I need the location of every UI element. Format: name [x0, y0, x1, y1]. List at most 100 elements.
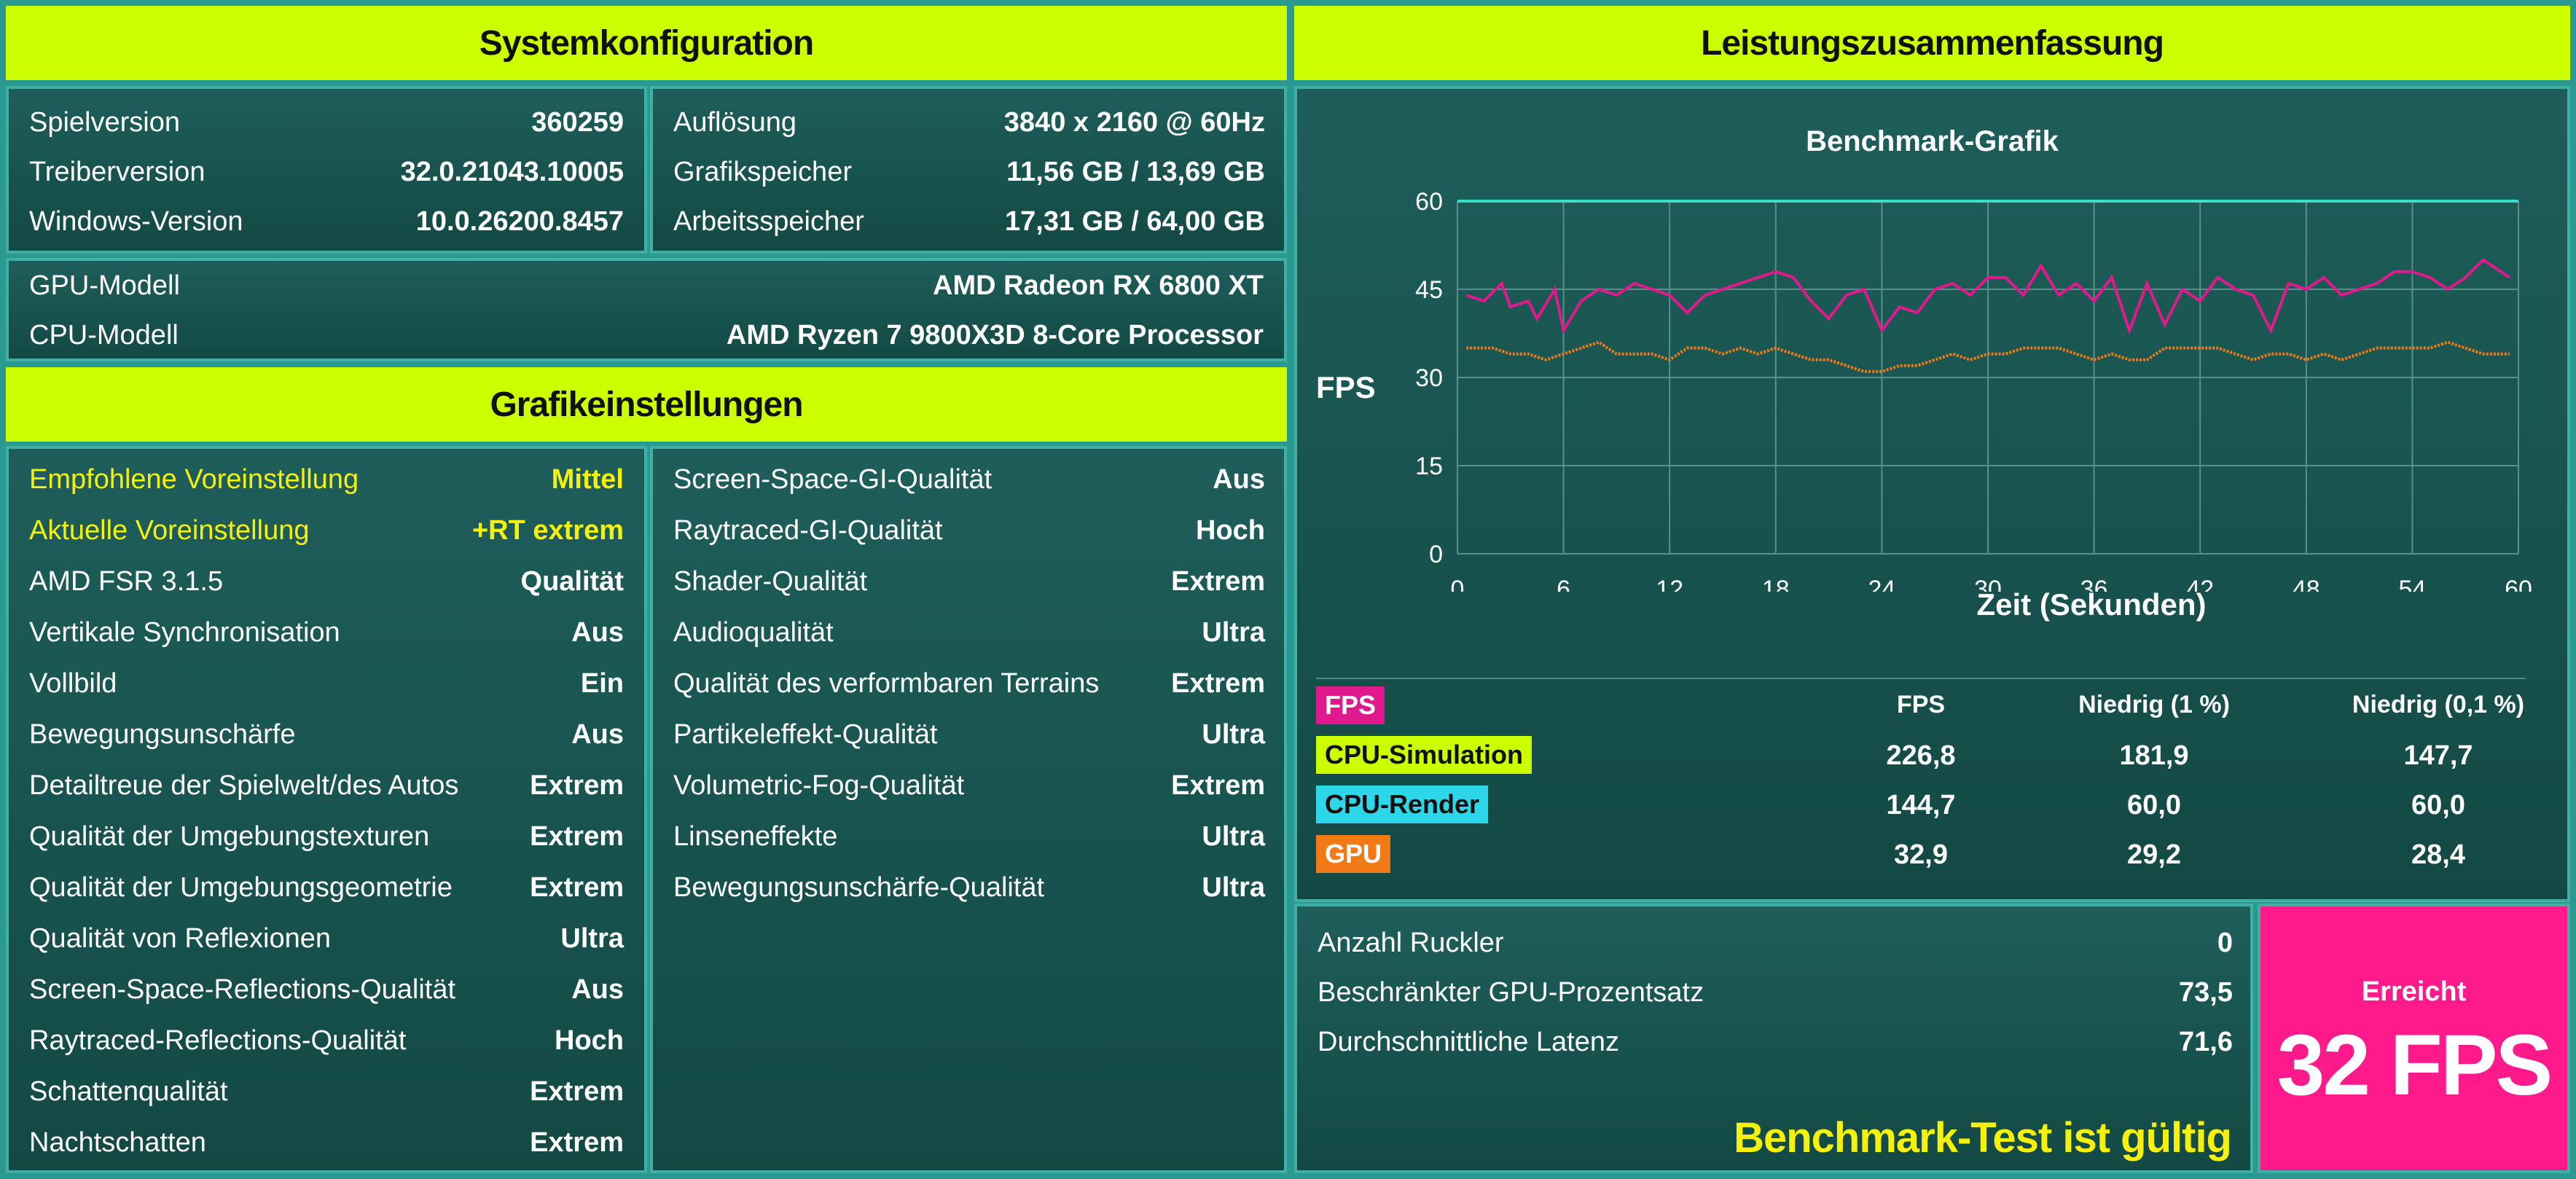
chart-ylabel: FPS: [1316, 370, 1376, 404]
benchmark-valid-text: Benchmark-Test ist gültig: [1734, 1114, 2232, 1162]
setting-label: Bewegungsunschärfe-Qualität: [673, 871, 1045, 903]
setting-row: Aktuelle Voreinstellung +RT extrem: [29, 509, 624, 552]
setting-row: Raytraced-GI-Qualität Hoch: [673, 509, 1265, 552]
setting-value: Hoch: [1196, 514, 1265, 546]
legend-value: 60,0: [2411, 790, 2465, 820]
stat-row: Anzahl Ruckler 0: [1318, 921, 2233, 965]
x-tick-label: 54: [2398, 576, 2426, 592]
setting-value: 17,31 GB / 64,00 GB: [1005, 205, 1265, 237]
stat-label: Beschränkter GPU-Prozentsatz: [1318, 976, 1704, 1008]
setting-row: Partikeleffekt-Qualität Ultra: [673, 713, 1265, 756]
setting-label: Linseneffekte: [673, 820, 838, 852]
setting-value: Aus: [1213, 463, 1265, 495]
setting-row: Treiberversion 32.0.21043.10005: [29, 150, 624, 194]
setting-value: Ein: [580, 667, 624, 699]
legend-header: FPS: [1896, 691, 1946, 718]
setting-row: Qualität des verformbaren Terrains Extrem: [673, 662, 1265, 705]
legend-header: Niedrig (1 %): [2078, 691, 2230, 718]
setting-label: Raytraced-Reflections-Qualität: [29, 1025, 407, 1056]
setting-value: Extrem: [530, 1076, 624, 1107]
setting-value: Ultra: [1202, 820, 1265, 852]
setting-row: Qualität von Reflexionen Ultra: [29, 917, 624, 960]
setting-row: Arbeitsspeicher 17,31 GB / 64,00 GB: [673, 200, 1265, 243]
setting-value: Extrem: [530, 1127, 624, 1158]
setting-label: AMD FSR 3.1.5: [29, 565, 224, 597]
x-tick-label: 6: [1557, 576, 1570, 592]
setting-label: Auflösung: [673, 106, 797, 138]
setting-value: Extrem: [530, 871, 624, 903]
setting-row: Shader-Qualität Extrem: [673, 560, 1265, 603]
setting-value: +RT extrem: [471, 514, 624, 546]
y-tick-label: 0: [1429, 541, 1443, 568]
setting-row: Bewegungsunschärfe-Qualität Ultra: [673, 866, 1265, 909]
stat-label: Durchschnittliche Latenz: [1318, 1026, 1619, 1057]
setting-row: AMD FSR 3.1.5 Qualität: [29, 560, 624, 603]
setting-label: GPU-Modell: [29, 270, 180, 301]
setting-value: 32.0.21043.10005: [400, 156, 624, 187]
setting-value: Aus: [571, 616, 624, 648]
setting-value: Ultra: [1202, 871, 1265, 903]
x-tick-label: 48: [2293, 576, 2320, 592]
legend-value: 28,4: [2411, 839, 2465, 870]
setting-label: Schattenqualität: [29, 1076, 228, 1107]
result-box: Erreicht 32 FPS: [2258, 904, 2570, 1173]
system-config-header: Systemkonfiguration: [6, 6, 1287, 80]
x-tick-label: 18: [1762, 576, 1790, 592]
setting-label: Volumetric-Fog-Qualität: [673, 769, 965, 801]
setting-row: Vollbild Ein: [29, 662, 624, 705]
setting-label: Audioqualität: [673, 616, 834, 648]
setting-label: Windows-Version: [29, 205, 243, 237]
legend-value: 181,9: [2119, 740, 2189, 771]
setting-label: Screen-Space-Reflections-Qualität: [29, 974, 456, 1005]
chart-xlabel: Zeit (Sekunden): [1976, 587, 2207, 622]
stat-value: 0: [2217, 927, 2233, 958]
setting-row: Grafikspeicher 11,56 GB / 13,69 GB: [673, 150, 1265, 194]
setting-value: Hoch: [555, 1025, 624, 1056]
setting-row: Bewegungsunschärfe Aus: [29, 713, 624, 756]
x-tick-label: 0: [1451, 576, 1465, 592]
setting-label: Detailtreue der Spielwelt/des Autos: [29, 769, 459, 801]
setting-value: Mittel: [551, 463, 624, 495]
setting-row: Nachtschatten Extrem: [29, 1121, 624, 1164]
setting-label: Qualität des verformbaren Terrains: [673, 667, 1100, 699]
setting-row: Screen-Space-Reflections-Qualität Aus: [29, 968, 624, 1011]
setting-row: Linseneffekte Ultra: [673, 815, 1265, 858]
setting-label: Vertikale Synchronisation: [29, 616, 340, 648]
setting-value: Aus: [571, 718, 624, 750]
setting-label: Grafikspeicher: [673, 156, 852, 187]
setting-value: Extrem: [530, 769, 624, 801]
setting-label: CPU-Modell: [29, 319, 179, 350]
series-line-gpu: [1466, 340, 2510, 373]
hardware-panel: GPU-Modell AMD Radeon RX 6800 XT CPU-Model…: [6, 258, 1287, 361]
series-line-fps: [1465, 258, 2510, 335]
setting-value: 11,56 GB / 13,69 GB: [1006, 156, 1265, 187]
setting-label: Vollbild: [29, 667, 117, 699]
setting-row: Vertikale Synchronisation Aus: [29, 611, 624, 654]
stat-label: Anzahl Ruckler: [1318, 927, 1504, 958]
setting-label: Spielversion: [29, 106, 180, 138]
setting-value: 360259: [531, 106, 624, 138]
system-right-panel: Auflösung 3840 x 2160 @ 60Hz Grafikspeiche…: [650, 86, 1287, 254]
setting-row: Schattenqualität Extrem: [29, 1070, 624, 1113]
setting-value: Qualität: [520, 565, 624, 597]
x-tick-label: 36: [2080, 576, 2108, 592]
result-label: Erreicht: [2361, 976, 2467, 1007]
setting-label: Qualität der Umgebungstexturen: [29, 820, 430, 852]
legend-value: 29,2: [2127, 839, 2181, 870]
setting-value: Extrem: [1171, 565, 1265, 597]
legend-header: Niedrig (0,1 %): [2352, 691, 2525, 718]
result-value: 32 FPS: [2276, 1017, 2553, 1113]
setting-value: AMD Ryzen 7 9800X3D 8-Core Processor: [726, 319, 1264, 350]
setting-row: Qualität der Umgebungsgeometrie Extrem: [29, 866, 624, 909]
setting-row: Qualität der Umgebungstexturen Extrem: [29, 815, 624, 858]
setting-row: Spielversion 360259: [29, 101, 624, 144]
stats-panel: Anzahl Ruckler 0 Beschränkter GPU-Prozents…: [1294, 904, 2253, 1173]
setting-label: Bewegungsunschärfe: [29, 718, 296, 750]
x-tick-label: 30: [1974, 576, 2002, 592]
setting-label: Raytraced-GI-Qualität: [673, 514, 943, 546]
legend-badge: CPU-Simulation: [1316, 736, 1532, 774]
x-tick-label: 12: [1656, 576, 1683, 592]
setting-row: Volumetric-Fog-Qualität Extrem: [673, 764, 1265, 807]
y-tick-label: 45: [1415, 276, 1443, 304]
y-tick-label: 15: [1415, 453, 1443, 480]
